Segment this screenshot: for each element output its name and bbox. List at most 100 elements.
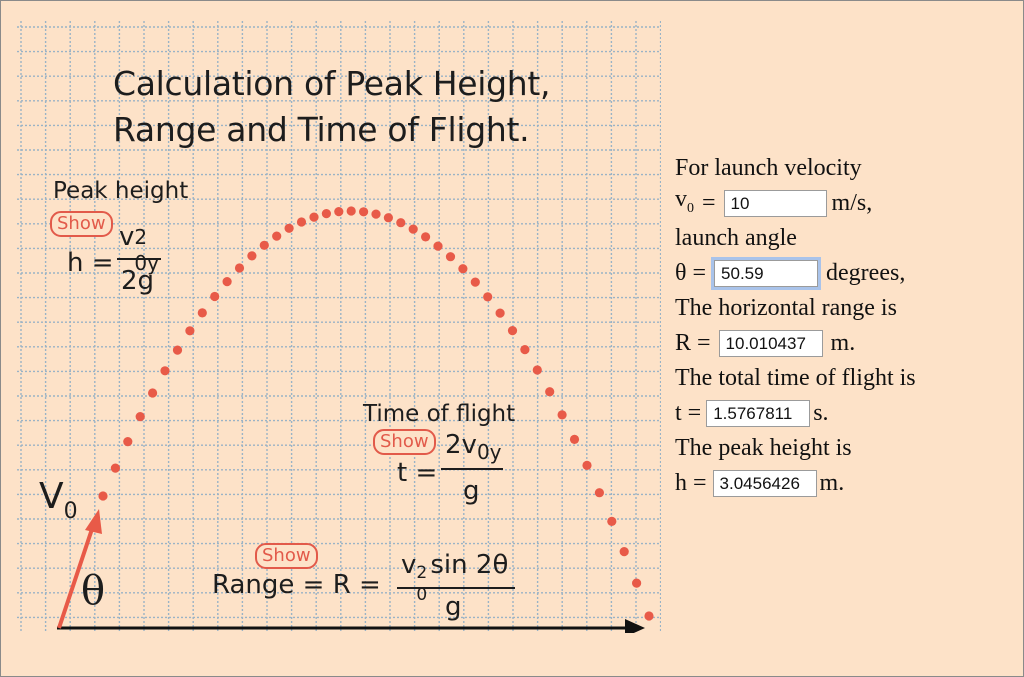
trajectory-dot [458, 264, 468, 274]
v0-label: V0 [39, 476, 78, 525]
trajectory-dot [222, 277, 232, 287]
trajectory-dot [346, 206, 356, 216]
trajectory-dot [582, 460, 592, 470]
trajectory-dot [272, 231, 282, 241]
velocity-row: v0 = m/s, [675, 186, 1015, 221]
trajectory-dot [371, 209, 381, 219]
trajectory-dot [607, 516, 617, 526]
time-intro: The total time of flight is [675, 365, 916, 391]
trajectory-dot [296, 217, 307, 227]
time-symbol: t = [675, 400, 702, 426]
figure-title-line2: Range and Time of Flight. [113, 110, 530, 149]
time-of-flight-label: Time of flight [363, 401, 516, 427]
trajectory-dot [247, 251, 257, 261]
angle-symbol: θ = [675, 260, 707, 286]
trajectory-dot [569, 434, 580, 444]
range-formula-numerator: v 2 0 sin 2θ [401, 550, 509, 605]
time-show-button[interactable]: Show [373, 429, 436, 455]
angle-row: θ = degrees, [675, 256, 1015, 291]
velocity-symbol: v0 [675, 185, 694, 216]
range-show-button[interactable]: Show [255, 543, 318, 569]
peak-formula-lhs: h = [67, 248, 114, 278]
peak-formula-denominator: 2g [121, 266, 155, 296]
grid [17, 21, 661, 633]
velocity-intro: For launch velocity [675, 155, 862, 181]
trajectory-dot [396, 218, 406, 228]
calculator-panel: For launch velocity v0 = m/s, launch ang… [675, 151, 1015, 501]
velocity-equals: = [702, 190, 716, 216]
height-row: h = m. [675, 466, 1015, 501]
trajectory-dot [408, 224, 418, 234]
velocity-arrowhead [85, 509, 102, 534]
trajectory-dot [644, 611, 654, 621]
time-formula-numerator: 2v0y [445, 430, 502, 464]
trajectory-dot [259, 240, 269, 250]
ground-axis-arrowhead [625, 619, 645, 633]
velocity-input[interactable] [723, 190, 827, 217]
trajectory-dots [98, 206, 654, 621]
peak-show-button[interactable]: Show [50, 211, 113, 237]
theta-angle-label: θ [81, 568, 106, 614]
trajectory-dot [309, 212, 319, 222]
range-fraction-bar [397, 587, 515, 589]
trajectory-dot [334, 207, 344, 217]
trajectory-dot [545, 387, 555, 397]
time-unit: s. [813, 400, 829, 426]
range-formula-denominator: g [445, 592, 462, 622]
time-fraction-bar [441, 468, 503, 470]
range-output[interactable] [718, 330, 823, 357]
trajectory-dot [507, 326, 518, 336]
trajectory-dot [98, 491, 108, 501]
height-intro: The peak height is [675, 435, 852, 461]
trajectory-dot [495, 308, 505, 318]
peak-height-label: Peak height [53, 178, 189, 204]
trajectory-dot [557, 410, 567, 420]
height-symbol: h = [675, 470, 707, 496]
trajectory-dot [520, 345, 530, 355]
time-output[interactable] [706, 400, 811, 427]
projectile-figure: Calculation of Peak Height, Range and Ti… [17, 21, 661, 633]
range-formula-lhs: Range = R = [212, 570, 381, 600]
trajectory-dot [483, 292, 493, 302]
angle-intro: launch angle [675, 225, 797, 251]
trajectory-dot [445, 252, 456, 262]
angle-unit: degrees, [826, 260, 906, 286]
angle-input[interactable] [711, 257, 822, 290]
trajectory-dot [532, 365, 542, 375]
trajectory-dot [110, 463, 120, 473]
trajectory-dot [210, 291, 220, 302]
velocity-vector [57, 525, 95, 629]
trajectory-dot [172, 345, 183, 355]
trajectory-dot [433, 241, 443, 251]
trajectory-dot [185, 326, 195, 336]
range-intro: The horizontal range is [675, 295, 897, 321]
trajectory-dot [632, 578, 642, 588]
trajectory-dot [383, 213, 393, 223]
time-row: t = s. [675, 396, 1015, 431]
trajectory-dot [619, 547, 629, 557]
trajectory-dot [197, 308, 207, 318]
velocity-unit: m/s, [831, 190, 873, 216]
time-formula-denominator: g [463, 476, 480, 506]
trajectory-dot [421, 232, 431, 242]
range-symbol: R = [675, 330, 711, 356]
height-output[interactable] [712, 470, 817, 497]
peak-formula-numerator: v 2 0y [119, 222, 159, 275]
time-formula-lhs: t = [397, 458, 438, 488]
trajectory-dot [123, 437, 133, 447]
trajectory-dot [284, 223, 294, 233]
trajectory-dot [234, 263, 245, 273]
trajectory-dot [594, 488, 605, 498]
peak-fraction-bar [117, 258, 161, 260]
trajectory-dot [321, 209, 331, 219]
height-unit: m. [819, 470, 845, 496]
trajectory-dot [148, 388, 158, 398]
trajectory-dot [135, 412, 145, 422]
trajectory-dot [359, 207, 369, 217]
range-row: R = m. [675, 326, 1015, 361]
trajectory-diagram [17, 21, 661, 633]
figure-title-line1: Calculation of Peak Height, [113, 64, 551, 103]
trajectory-dot [470, 277, 480, 287]
range-unit: m. [830, 330, 856, 356]
